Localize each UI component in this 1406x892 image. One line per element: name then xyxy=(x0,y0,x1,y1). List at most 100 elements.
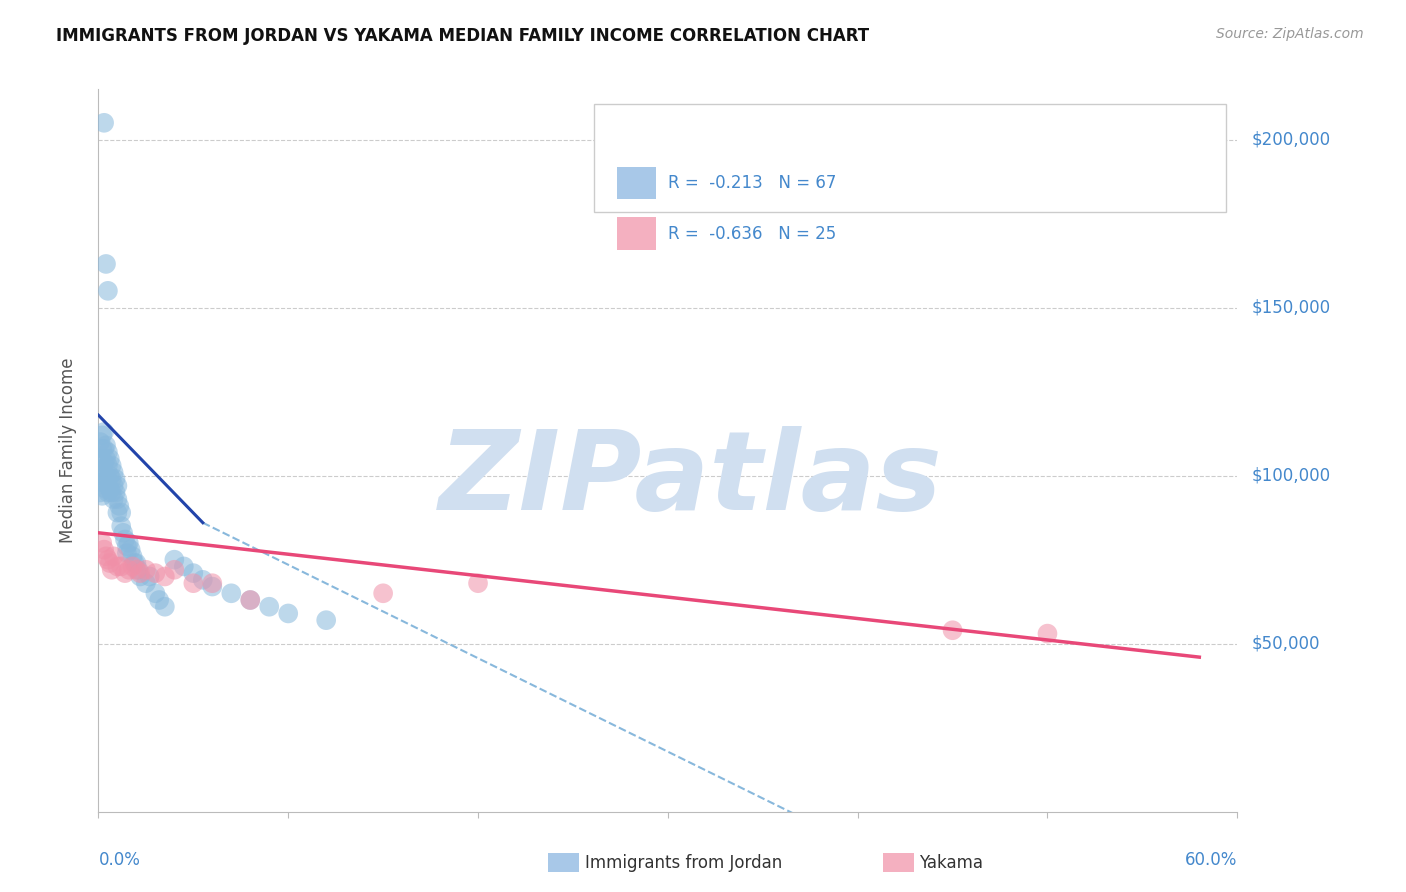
Point xyxy=(110,519,132,533)
Point xyxy=(120,542,142,557)
Point xyxy=(103,492,125,507)
Point xyxy=(201,580,224,594)
Point xyxy=(107,479,129,493)
Point xyxy=(125,563,148,577)
Point xyxy=(135,563,157,577)
Point xyxy=(115,539,138,553)
Text: R =  -0.213   N = 67: R = -0.213 N = 67 xyxy=(668,174,837,192)
Point xyxy=(93,425,115,439)
Point xyxy=(103,549,125,564)
Point xyxy=(107,559,129,574)
Point xyxy=(93,455,115,469)
Point xyxy=(135,576,157,591)
Point xyxy=(100,458,122,473)
FancyBboxPatch shape xyxy=(593,103,1226,212)
Point xyxy=(97,458,120,473)
Point xyxy=(94,257,117,271)
Point xyxy=(221,586,243,600)
Point xyxy=(942,624,965,638)
Point xyxy=(98,451,121,466)
Point xyxy=(110,506,132,520)
Point xyxy=(145,586,167,600)
Point xyxy=(315,613,337,627)
Point xyxy=(97,552,120,566)
Text: Immigrants from Jordan: Immigrants from Jordan xyxy=(585,854,782,871)
FancyBboxPatch shape xyxy=(617,167,657,200)
Point xyxy=(467,576,489,591)
Point xyxy=(93,472,115,486)
Point xyxy=(118,536,141,550)
Text: 60.0%: 60.0% xyxy=(1185,852,1237,870)
Text: R =  -0.636   N = 25: R = -0.636 N = 25 xyxy=(668,225,837,243)
Point xyxy=(98,482,121,496)
Point xyxy=(93,116,115,130)
Point xyxy=(93,542,115,557)
Point xyxy=(173,559,195,574)
Point xyxy=(129,566,152,581)
Point xyxy=(91,475,114,490)
Text: 0.0%: 0.0% xyxy=(98,852,141,870)
Point xyxy=(89,451,111,466)
Point xyxy=(121,549,143,564)
Point xyxy=(121,559,143,574)
Point xyxy=(153,599,176,614)
FancyBboxPatch shape xyxy=(617,218,657,250)
Point xyxy=(94,468,117,483)
Point xyxy=(148,593,170,607)
Point xyxy=(97,485,120,500)
Point xyxy=(124,556,146,570)
Point xyxy=(103,479,125,493)
Point xyxy=(93,442,115,456)
Point xyxy=(183,566,205,581)
Point xyxy=(100,563,122,577)
Point xyxy=(191,573,214,587)
Text: Source: ZipAtlas.com: Source: ZipAtlas.com xyxy=(1216,27,1364,41)
Point xyxy=(91,428,114,442)
Text: IMMIGRANTS FROM JORDAN VS YAKAMA MEDIAN FAMILY INCOME CORRELATION CHART: IMMIGRANTS FROM JORDAN VS YAKAMA MEDIAN … xyxy=(56,27,869,45)
Point xyxy=(114,533,136,547)
Point xyxy=(115,546,138,560)
Point xyxy=(100,472,122,486)
Text: $100,000: $100,000 xyxy=(1251,467,1330,484)
Point xyxy=(89,435,111,450)
Point xyxy=(239,593,262,607)
Point xyxy=(114,566,136,581)
Point xyxy=(371,586,394,600)
Point xyxy=(91,462,114,476)
Point xyxy=(100,485,122,500)
Point xyxy=(127,563,149,577)
Point xyxy=(98,556,121,570)
Point xyxy=(104,485,127,500)
Point xyxy=(118,563,141,577)
Text: $50,000: $50,000 xyxy=(1251,635,1320,653)
Point xyxy=(138,569,160,583)
Text: Yakama: Yakama xyxy=(920,854,984,871)
Point xyxy=(94,451,117,466)
Point xyxy=(129,569,152,583)
Point xyxy=(145,566,167,581)
Point xyxy=(110,559,132,574)
Text: $200,000: $200,000 xyxy=(1251,130,1330,149)
Point xyxy=(112,525,135,540)
Point xyxy=(163,563,186,577)
Point xyxy=(91,536,114,550)
Point xyxy=(183,576,205,591)
Point xyxy=(239,593,262,607)
Point xyxy=(163,552,186,566)
Point xyxy=(107,506,129,520)
Text: ZIPatlas: ZIPatlas xyxy=(439,425,942,533)
Point xyxy=(97,445,120,459)
Point xyxy=(103,465,125,479)
Point xyxy=(98,468,121,483)
Point xyxy=(153,569,176,583)
Text: $150,000: $150,000 xyxy=(1251,299,1330,317)
Point xyxy=(91,442,114,456)
Point xyxy=(259,599,281,614)
Point xyxy=(108,499,131,513)
Point xyxy=(94,438,117,452)
Point xyxy=(89,468,111,483)
Y-axis label: Median Family Income: Median Family Income xyxy=(59,358,77,543)
Point xyxy=(1036,626,1059,640)
Point xyxy=(104,472,127,486)
Point xyxy=(107,492,129,507)
